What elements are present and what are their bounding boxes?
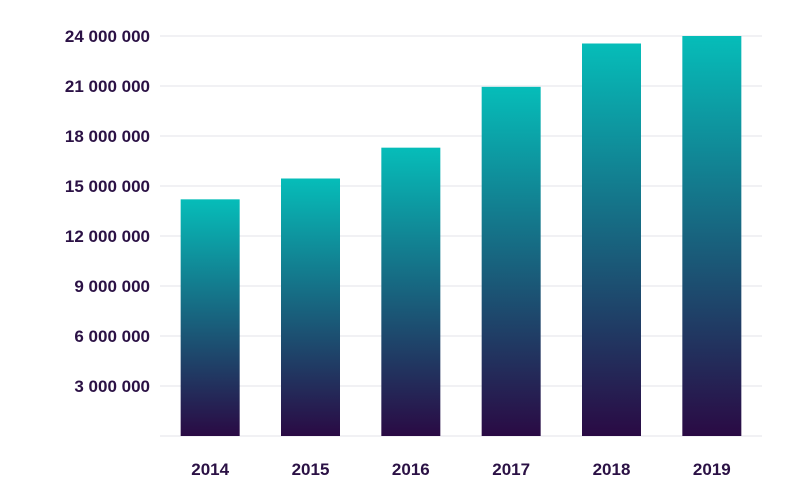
y-tick-label: 9 000 000 bbox=[74, 277, 150, 296]
y-tick-label: 24 000 000 bbox=[65, 27, 150, 46]
y-axis-tick-labels: 3 000 000 6 000 000 9 000 000 12 000 000 15 … bbox=[65, 27, 150, 396]
bars bbox=[180, 36, 742, 436]
x-category-label: 2019 bbox=[693, 460, 731, 479]
x-category-label: 2018 bbox=[593, 460, 631, 479]
x-category-label: 2016 bbox=[392, 460, 430, 479]
bar-2019 bbox=[682, 36, 742, 436]
y-tick-label: 6 000 000 bbox=[74, 327, 150, 346]
x-category-label: 2017 bbox=[492, 460, 530, 479]
x-category-label: 2015 bbox=[292, 460, 330, 479]
y-tick-label: 18 000 000 bbox=[65, 127, 150, 146]
gridlines bbox=[160, 35, 762, 437]
x-axis-category-labels: 2014 2015 2016 2017 2018 2019 bbox=[191, 460, 730, 479]
bar-2016 bbox=[381, 147, 441, 436]
y-tick-label: 12 000 000 bbox=[65, 227, 150, 246]
bar-2018 bbox=[582, 43, 641, 436]
x-category-label: 2014 bbox=[191, 460, 229, 479]
bar-2017 bbox=[481, 86, 541, 436]
bar-2014 bbox=[180, 199, 240, 436]
y-tick-label: 3 000 000 bbox=[74, 377, 150, 396]
y-tick-label: 15 000 000 bbox=[65, 177, 150, 196]
y-tick-label: 21 000 000 bbox=[65, 77, 150, 96]
bar-2015 bbox=[281, 178, 340, 436]
